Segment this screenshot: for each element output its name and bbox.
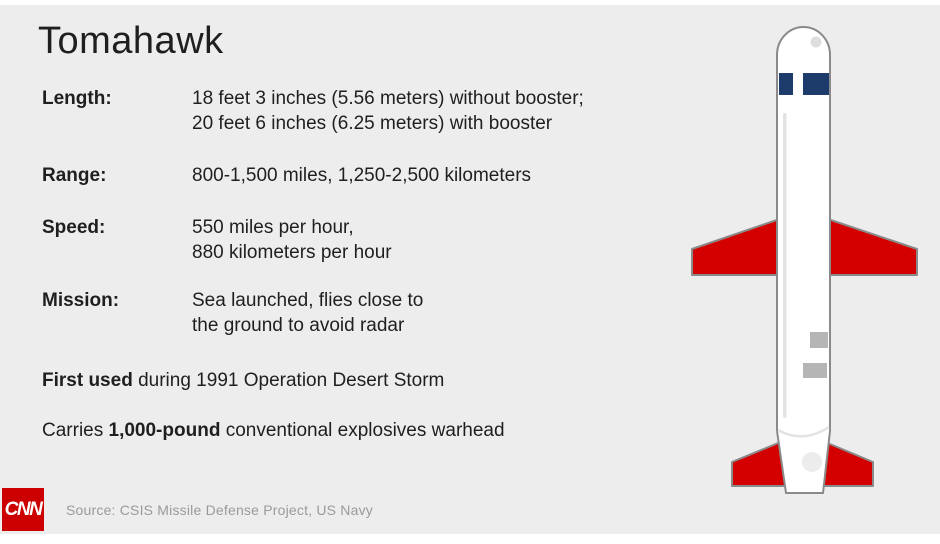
missile-hatch-upper <box>810 332 828 348</box>
spec-value-speed: 550 miles per hour, 880 kilometers per h… <box>192 215 392 265</box>
missile-navy-marking-left <box>779 73 793 95</box>
missile-body-stripe <box>783 113 787 418</box>
spec-label-range: Range: <box>42 165 107 186</box>
fact-first-used: First used during 1991 Operation Desert … <box>42 368 444 393</box>
spec-row-length: Length: 18 feet 3 inches (5.56 meters) w… <box>42 86 584 136</box>
missile-nose-dot <box>810 36 822 48</box>
spec-value-line: 20 feet 6 inches (6.25 meters) with boos… <box>192 113 553 134</box>
spec-value-range: 800-1,500 miles, 1,250-2,500 kilometers <box>192 163 531 188</box>
spec-value-line: Sea launched, flies close to <box>192 290 424 311</box>
fact-part: during 1991 Operation Desert Storm <box>132 370 445 391</box>
missile-navy-marking-right <box>803 73 829 95</box>
fact-part: Carries <box>42 420 109 441</box>
source-text: Source: CSIS Missile Defense Project, US… <box>66 502 373 518</box>
cnn-logo-text: CNN <box>4 498 43 520</box>
fact-part: 1,000-pound <box>108 420 221 441</box>
fact-warhead: Carries 1,000-pound conventional explosi… <box>42 418 505 443</box>
spec-value-line: 18 feet 3 inches (5.56 meters) without b… <box>192 88 584 109</box>
cnn-logo: CNN <box>2 488 44 531</box>
missile-tail-seam <box>777 425 830 438</box>
missile-tail-circle <box>802 452 822 472</box>
spec-row-speed: Speed: 550 miles per hour, 880 kilometer… <box>42 215 392 265</box>
fact-part: conventional explosives warhead <box>220 420 505 441</box>
spec-row-mission: Mission: Sea launched, flies close to th… <box>42 288 423 338</box>
page-title: Tomahawk <box>38 20 224 62</box>
spec-value-mission: Sea launched, flies close to the ground … <box>192 288 423 338</box>
spec-value-line: 550 miles per hour, <box>192 217 354 238</box>
missile-hatch-lower <box>803 363 827 378</box>
spec-value-line: 800-1,500 miles, 1,250-2,500 kilometers <box>192 165 532 186</box>
spec-value-line: 880 kilometers per hour <box>192 242 392 263</box>
spec-label-speed: Speed: <box>42 217 106 238</box>
spec-row-range: Range: 800-1,500 miles, 1,250-2,500 kilo… <box>42 163 531 188</box>
spec-value-length: 18 feet 3 inches (5.56 meters) without b… <box>192 86 584 136</box>
spec-label-mission: Mission: <box>42 290 120 311</box>
fact-part: First used <box>42 370 133 391</box>
spec-label-length: Length: <box>42 88 112 109</box>
spec-value-line: the ground to avoid radar <box>192 315 405 336</box>
